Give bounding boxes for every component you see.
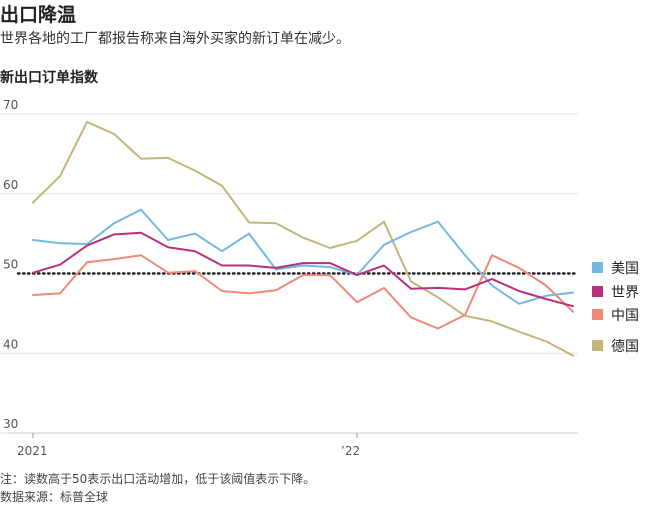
legend-label: 美国 [611, 261, 639, 277]
legend-swatch [592, 262, 603, 273]
y-tick-label: 50 [3, 258, 18, 272]
legend-label: 德国 [611, 339, 639, 355]
y-tick-label: 60 [3, 178, 18, 192]
series-line [32, 121, 574, 357]
legend-label: 世界 [611, 285, 639, 301]
page-title: 出口降温 [0, 4, 77, 26]
x-tick-label: ’22 [341, 444, 360, 458]
data-source: 数据来源：标普全球 [0, 490, 109, 504]
series-line [32, 208, 574, 305]
y-tick-label: 70 [3, 98, 18, 112]
chart-title: 新出口订单指数 [0, 70, 98, 86]
series-lines [32, 121, 574, 357]
axis: 30 40 50 60 70 2021 ’22 [3, 98, 578, 458]
legend-swatch [592, 309, 603, 320]
legend-swatch [592, 340, 603, 351]
series-line [32, 231, 574, 308]
legend-swatch [592, 286, 603, 297]
y-tick-label: 40 [3, 337, 18, 351]
y-tick-label: 30 [3, 417, 18, 431]
legend-label: 中国 [611, 308, 639, 324]
page-subtitle: 世界各地的工厂都报告称来自海外买家的新订单在减少。 [0, 31, 350, 47]
x-tick-label: 2021 [17, 444, 48, 458]
footnote: 注：读数高于50表示出口活动增加，低于该阈值表示下降。 [0, 472, 316, 486]
